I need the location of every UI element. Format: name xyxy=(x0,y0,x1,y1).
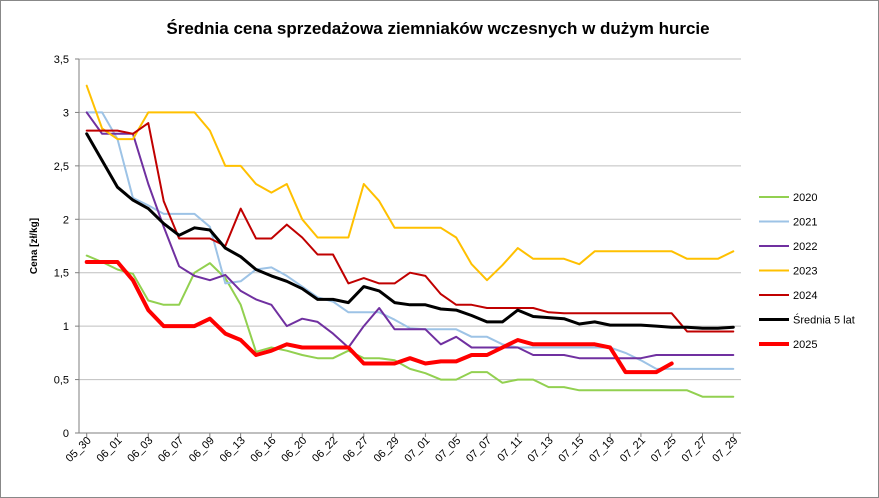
legend-label: 2021 xyxy=(793,217,817,229)
y-tick-label: 0 xyxy=(63,428,69,440)
x-tick-label: 06_27 xyxy=(341,435,371,465)
series-line-3 xyxy=(85,111,735,360)
y-tick-label: 0,5 xyxy=(54,375,69,387)
x-tick-label: 06_29 xyxy=(372,435,402,465)
chart-title: Średnia cena sprzedażowa ziemniaków wcze… xyxy=(166,19,709,38)
y-tick-label: 3,5 xyxy=(54,54,69,66)
x-tick-label: 06_16 xyxy=(248,435,278,465)
x-tick-label: 07_13 xyxy=(526,435,556,465)
y-tick-label: 2,5 xyxy=(54,161,69,173)
x-tick-label: 07_25 xyxy=(649,435,679,465)
series-line-2 xyxy=(85,111,735,370)
series-line-1 xyxy=(85,254,735,398)
x-tick-label: 07_05 xyxy=(433,435,463,465)
series-line-4 xyxy=(85,84,735,282)
legend-label: 2025 xyxy=(793,339,817,351)
y-axis-label: Cena [zł/kg] xyxy=(29,218,40,274)
x-tick-label: 06_01 xyxy=(94,435,124,465)
series-lines xyxy=(84,84,735,398)
y-tick-label: 3 xyxy=(63,107,69,119)
y-tick-label: 1 xyxy=(63,321,69,333)
x-tick-label: 07_11 xyxy=(495,435,525,465)
y-tick-label: 2 xyxy=(63,214,69,226)
legend-label: 2022 xyxy=(793,241,817,253)
x-tick-label: 07_07 xyxy=(464,435,494,465)
x-tick-label: 06_07 xyxy=(156,435,186,465)
gridlines xyxy=(79,58,741,381)
x-tick-label: 07_21 xyxy=(618,435,648,465)
x-tick-label: 06_20 xyxy=(279,435,309,465)
legend-label: 2023 xyxy=(793,266,817,278)
axes xyxy=(75,58,741,437)
x-tick-label: 06_09 xyxy=(187,435,217,465)
y-tick-label: 1,5 xyxy=(54,268,69,280)
series-line-5 xyxy=(85,122,735,333)
x-tick-label: 06_03 xyxy=(125,435,155,465)
x-tick-label: 07_29 xyxy=(710,435,740,465)
legend-label: 2020 xyxy=(793,192,817,204)
x-tick-labels: 05_30 06_01 06_03 06_07 06_09 06_13 06_16 06_20… xyxy=(64,435,741,465)
series-line-7 xyxy=(84,260,674,375)
legend-label: 2024 xyxy=(793,290,817,302)
x-tick-label: 07_19 xyxy=(587,435,617,465)
x-tick-label: 06_13 xyxy=(218,435,248,465)
y-tick-labels: 0 0,5 1 1,5 2 2,5 3 3,5 xyxy=(54,54,69,440)
x-tick-label: 07_27 xyxy=(680,435,710,465)
series-line-6 xyxy=(85,132,735,330)
legend: 2020 2021 2022 2023 2024 Średnia 5 lat 2025 xyxy=(759,192,855,351)
legend-label: Średnia 5 lat xyxy=(793,314,855,327)
x-tick-label: 07_01 xyxy=(402,435,432,465)
x-tick-label: 06_22 xyxy=(310,435,340,465)
x-tick-label: 07_15 xyxy=(556,435,586,465)
